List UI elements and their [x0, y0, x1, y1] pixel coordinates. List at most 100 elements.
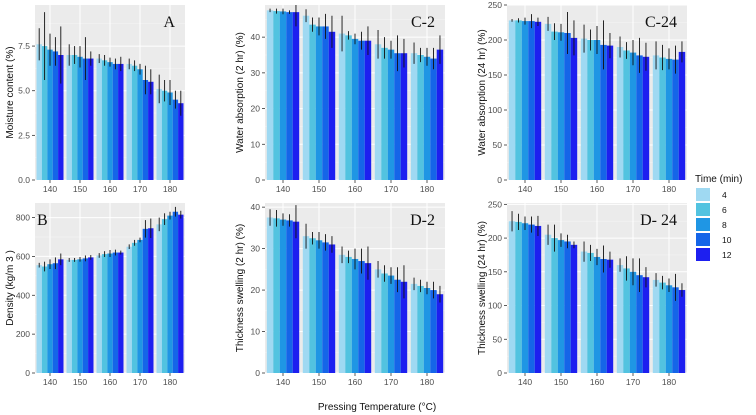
bar-c-24-140-t8 — [521, 21, 529, 180]
y-axis-title: Water absorption (24 hr) (%) — [477, 29, 488, 155]
bar-d-24-180-t6 — [659, 282, 666, 373]
y-tick-label: 0 — [255, 368, 260, 378]
bar-d-2-170-t6 — [381, 273, 388, 373]
bar-a-140-t6 — [41, 46, 48, 181]
y-tick-label: 600 — [16, 251, 30, 261]
bar-c-2-180-t10 — [430, 58, 437, 181]
bar-d-2-150-t4 — [302, 236, 310, 373]
legend-label-10: 10 — [722, 235, 732, 245]
y-tick-label: 40 — [251, 202, 261, 212]
legend-label-4: 4 — [722, 190, 727, 200]
bar-c-2-170-t10 — [394, 53, 401, 180]
bar-a-170-t4 — [126, 63, 132, 180]
bar-a-160-t6 — [101, 60, 108, 180]
bar-a-170-t6 — [131, 65, 138, 180]
legend-swatch-8 — [696, 218, 710, 231]
bar-b-150-t6 — [71, 259, 78, 373]
bar-c-24-170-t8 — [629, 52, 637, 180]
x-tick-label: 160 — [590, 377, 604, 387]
x-tick-label: 140 — [518, 184, 532, 194]
x-tick-label: 150 — [554, 184, 568, 194]
legend-swatch-12 — [696, 248, 710, 261]
x-tick-label: 160 — [348, 377, 362, 387]
legend-swatch-10 — [696, 233, 710, 246]
bar-d-24-180-t12 — [678, 290, 686, 373]
bar-d-24-160-t8 — [593, 256, 601, 373]
bar-b-150-t12 — [88, 257, 94, 373]
bar-c-2-170-t4 — [374, 44, 382, 181]
bar-c-24-180-t4 — [652, 55, 660, 180]
bar-c-2-160-t12 — [364, 40, 372, 180]
bar-b-180-t12 — [178, 214, 184, 373]
bar-a-160-t12 — [118, 63, 124, 180]
bar-d-2-140-t12 — [292, 221, 300, 373]
bar-d-24-160-t6 — [587, 252, 594, 373]
bar-c-2-180-t6 — [417, 55, 424, 180]
bar-d-24-140-t4 — [508, 221, 516, 373]
x-tick-label: 180 — [662, 377, 676, 387]
bar-d-2-140-t4 — [266, 217, 274, 373]
bar-c-24-160-t8 — [593, 40, 601, 180]
legend-label-8: 8 — [722, 220, 727, 230]
bar-a-170-t12 — [148, 81, 154, 180]
bar-d-24-160-t12 — [606, 259, 614, 373]
bar-d-2-140-t8 — [279, 219, 287, 373]
bar-b-180-t4 — [156, 224, 162, 373]
y-tick-label: 150 — [488, 70, 502, 80]
y-axis-title: Density (kg/m 3 ) — [5, 250, 16, 326]
y-tick-label: 100 — [488, 301, 502, 311]
bar-c-24-180-t8 — [665, 58, 673, 180]
panel-tag: B — [37, 212, 48, 229]
bar-b-160-t4 — [96, 255, 102, 373]
panel-tag: D-2 — [410, 212, 435, 229]
bar-a-160-t10 — [112, 63, 119, 180]
legend-title: Time (min) — [695, 174, 742, 185]
bar-a-150-t10 — [82, 58, 89, 181]
bar-a-140-t12 — [58, 55, 64, 180]
y-axis-title: Thickness swelling (2 hr) (%) — [235, 224, 246, 352]
bar-d-2-180-t6 — [417, 285, 424, 373]
bar-d-2-160-t12 — [364, 263, 372, 373]
bar-a-180-t4 — [156, 88, 162, 180]
bar-d-24-150-t8 — [557, 240, 565, 373]
bar-d-24-170-t12 — [642, 277, 650, 373]
bar-a-140-t8 — [47, 49, 53, 181]
panel-a: 0.0 2.5 5.0 7.5 140 150 160 170 180 Moisture cont… — [5, 5, 185, 194]
bar-c-24-180-t12 — [678, 51, 686, 181]
bar-a-160-t4 — [96, 58, 102, 181]
bar-b-140-t4 — [36, 265, 42, 373]
bar-d-24-150-t12 — [570, 244, 578, 373]
bar-c-2-140-t10 — [286, 12, 293, 181]
y-tick-label: 250 — [488, 0, 502, 10]
panel-tag: D- 24 — [640, 212, 677, 229]
bar-c-2-140-t8 — [279, 11, 287, 180]
bar-b-160-t6 — [101, 254, 108, 373]
bar-b-160-t10 — [112, 252, 119, 373]
y-tick-label: 0 — [255, 175, 260, 185]
x-tick-label: 160 — [103, 377, 117, 387]
bar-d-2-150-t8 — [315, 240, 323, 373]
bar-c-24-140-t4 — [508, 20, 516, 181]
x-tick-label: 180 — [420, 377, 434, 387]
bar-d-24-140-t10 — [528, 224, 535, 373]
bar-c-24-140-t12 — [534, 21, 542, 180]
bar-d-2-160-t8 — [351, 258, 359, 373]
x-tick-label: 160 — [590, 184, 604, 194]
legend-items: 4 6 8 10 12 — [696, 188, 732, 261]
bar-d-2-160-t10 — [358, 261, 365, 373]
bar-d-2-180-t8 — [423, 288, 431, 373]
y-tick-label: 7.5 — [18, 41, 30, 51]
legend-label-12: 12 — [722, 250, 732, 260]
x-tick-label: 150 — [73, 377, 87, 387]
bar-d-2-170-t4 — [374, 269, 382, 373]
x-tick-label: 150 — [73, 184, 87, 194]
bar-d-2-170-t8 — [387, 275, 395, 373]
bar-a-180-t6 — [161, 90, 168, 180]
bar-b-170-t8 — [137, 239, 143, 373]
bar-c-2-150-t6 — [309, 24, 316, 181]
bar-b-150-t8 — [77, 259, 83, 373]
x-tick-label: 150 — [312, 184, 326, 194]
legend-label-6: 6 — [722, 205, 727, 215]
bar-c-2-170-t6 — [381, 47, 388, 180]
